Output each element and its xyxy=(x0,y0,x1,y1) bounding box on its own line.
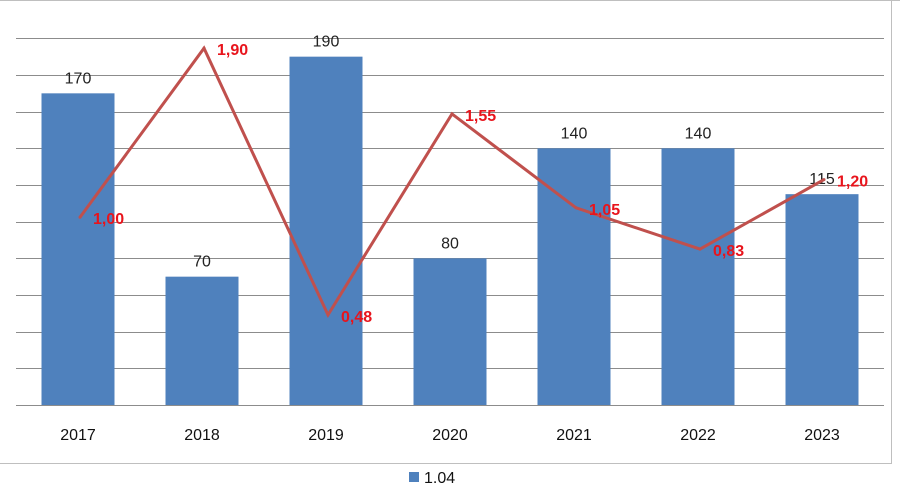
x-tick-label: 2018 xyxy=(184,427,220,444)
line-value-label: 1,55 xyxy=(465,108,496,125)
x-tick-label: 2021 xyxy=(556,427,592,444)
line-value-label: 0,48 xyxy=(341,309,372,326)
line-point-2019 xyxy=(326,313,330,317)
line-value-label: 1,90 xyxy=(217,42,248,59)
line-series xyxy=(78,45,826,319)
bar-series xyxy=(41,56,859,406)
x-tick-label: 2020 xyxy=(432,427,468,444)
line-value-label: 0,83 xyxy=(713,243,744,260)
chart-frame xyxy=(0,0,900,464)
x-tick-label: 2023 xyxy=(804,427,840,444)
line-point-2021 xyxy=(574,206,578,210)
line-value-label: 1,00 xyxy=(93,211,124,228)
bar-2019 xyxy=(289,56,363,406)
bar-2022 xyxy=(661,148,735,406)
legend-swatch xyxy=(409,472,419,482)
legend-label: 1.04 xyxy=(424,470,455,487)
bar-value-label: 190 xyxy=(313,34,340,51)
bar-value-label: 140 xyxy=(561,125,588,142)
line-data-labels: 1,00 1,90 0,48 1,55 1,05 0,83 1,20 xyxy=(93,42,868,326)
line-point-2023 xyxy=(822,178,826,182)
bar-value-label: 170 xyxy=(65,70,92,87)
bar-2021 xyxy=(537,148,611,406)
bar-2018 xyxy=(165,276,239,405)
x-tick-label: 2022 xyxy=(680,427,716,444)
bar-2017 xyxy=(41,93,115,405)
x-axis-tick-labels: 2017 2018 2019 2020 2021 2022 2023 xyxy=(60,427,840,444)
legend: 1.04 xyxy=(409,470,455,487)
line-point-2022 xyxy=(698,247,702,251)
line-point-2020 xyxy=(450,112,454,116)
line-point-2017 xyxy=(78,215,82,219)
line-value-label: 1,05 xyxy=(589,202,620,219)
x-tick-label: 2017 xyxy=(60,427,96,444)
line-value-label: 1,20 xyxy=(837,174,868,191)
bar-value-label: 140 xyxy=(685,125,712,142)
bar-value-label: 80 xyxy=(441,235,459,252)
bar-2020 xyxy=(413,258,487,405)
bar-value-label: 70 xyxy=(193,254,211,271)
x-tick-label: 2019 xyxy=(308,427,344,444)
bar-2023 xyxy=(785,194,859,405)
line-point-2018 xyxy=(202,46,206,50)
